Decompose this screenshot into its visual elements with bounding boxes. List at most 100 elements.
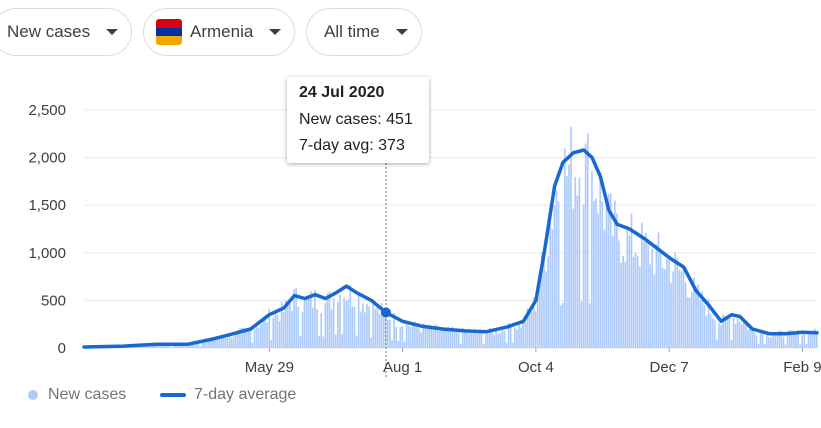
new-cases-bar [774, 334, 776, 348]
new-cases-bar [549, 222, 552, 348]
new-cases-bar [328, 291, 331, 348]
new-cases-bar [378, 314, 381, 348]
new-cases-bar [697, 284, 699, 348]
new-cases-bar [480, 331, 483, 348]
new-cases-bar [572, 208, 575, 348]
new-cases-bar [718, 322, 720, 348]
new-cases-bar [351, 306, 354, 348]
new-cases-bar [247, 328, 250, 348]
new-cases-bar [428, 324, 431, 348]
new-cases-bar [251, 342, 254, 348]
new-cases-bar [280, 301, 283, 348]
new-cases-bar [555, 190, 558, 348]
new-cases-bar [170, 347, 173, 348]
new-cases-bar [557, 201, 560, 348]
new-cases-bar [426, 328, 429, 348]
new-cases-bar [403, 341, 406, 348]
new-cases-bar [601, 201, 604, 348]
new-cases-bar [249, 328, 252, 348]
legend-dot-icon [28, 390, 38, 400]
new-cases-bar [262, 318, 264, 348]
new-cases-bar [470, 330, 472, 348]
new-cases-bar [384, 312, 387, 348]
new-cases-bar [316, 309, 318, 348]
new-cases-bar [297, 306, 300, 348]
new-cases-bar [786, 331, 789, 348]
new-cases-bar [216, 338, 218, 348]
new-cases-bar [374, 309, 377, 348]
new-cases-bar [339, 294, 341, 348]
seven-day-average-line [82, 148, 819, 349]
new-cases-bar [630, 213, 633, 348]
new-cases-bar [457, 332, 460, 348]
grid-lines [84, 109, 817, 349]
new-cases-bar [632, 256, 635, 348]
new-cases-bar [624, 261, 627, 348]
flag-stripe [156, 19, 182, 28]
new-cases-bar [576, 195, 579, 348]
new-cases-bar [678, 269, 681, 348]
new-cases-bar [478, 329, 481, 348]
new-cases-bar [291, 310, 293, 348]
tooltip-date: 24 Jul 2020 [299, 84, 385, 101]
new-cases-bar [628, 235, 631, 348]
new-cases-bar [663, 269, 666, 348]
new-cases-bar [772, 335, 774, 348]
x-tick-label: May 29 [245, 359, 294, 376]
new-cases-bar [197, 343, 200, 348]
flag-stripe [156, 36, 182, 45]
new-cases-bar [780, 330, 783, 348]
new-cases-bar [759, 332, 762, 348]
new-cases-bar [638, 266, 641, 348]
new-cases-bar [268, 308, 270, 348]
new-cases-bar [405, 323, 408, 348]
time-range-dropdown[interactable]: All time [306, 8, 422, 56]
new-cases-bar [201, 341, 204, 348]
new-cases-bar [401, 326, 404, 348]
new-cases-bar [386, 320, 389, 348]
new-cases-bar [497, 333, 500, 348]
new-cases-bar [707, 299, 710, 348]
new-cases-bar [522, 319, 525, 348]
new-cases-bar [299, 336, 302, 348]
new-cases-bar [276, 314, 279, 348]
new-cases-bar [224, 338, 227, 348]
new-cases-bar [239, 328, 241, 348]
new-cases-bar [591, 170, 593, 348]
new-cases-bar [347, 299, 350, 348]
new-cases-bar [693, 277, 695, 348]
legend-seven-day-average: 7-day average [160, 386, 296, 404]
country-dropdown[interactable]: Armenia [143, 8, 295, 56]
new-cases-bar [166, 344, 168, 348]
flag-stripe [156, 27, 182, 37]
new-cases-bar [611, 236, 614, 348]
new-cases-bar [355, 335, 358, 348]
new-cases-bar [691, 292, 693, 348]
new-cases-bar [763, 344, 766, 348]
new-cases-bar [314, 289, 316, 348]
new-cases-bar [705, 316, 708, 348]
new-cases-bar [753, 330, 756, 348]
new-cases-bar [482, 344, 485, 348]
new-cases-bar [432, 329, 435, 348]
new-cases-bar [676, 258, 679, 348]
new-cases-bar [493, 334, 495, 348]
new-cases-bar [674, 252, 677, 348]
new-cases-bar [566, 176, 568, 348]
new-cases-bar [209, 340, 212, 348]
new-cases-bar [534, 310, 537, 348]
new-cases-bar [603, 229, 606, 348]
new-cases-bar [768, 337, 770, 348]
new-cases-bar [476, 333, 479, 348]
new-cases-bar [532, 297, 535, 348]
metric-dropdown[interactable]: New cases [0, 8, 132, 56]
new-cases-bar [357, 295, 360, 348]
new-cases-bar [507, 322, 510, 348]
new-cases-bar [734, 323, 737, 348]
new-cases-bar [207, 338, 210, 348]
new-cases-bar [607, 194, 610, 348]
new-cases-bar [636, 255, 639, 348]
new-cases-bar [468, 333, 470, 348]
new-cases-bar [738, 321, 741, 348]
